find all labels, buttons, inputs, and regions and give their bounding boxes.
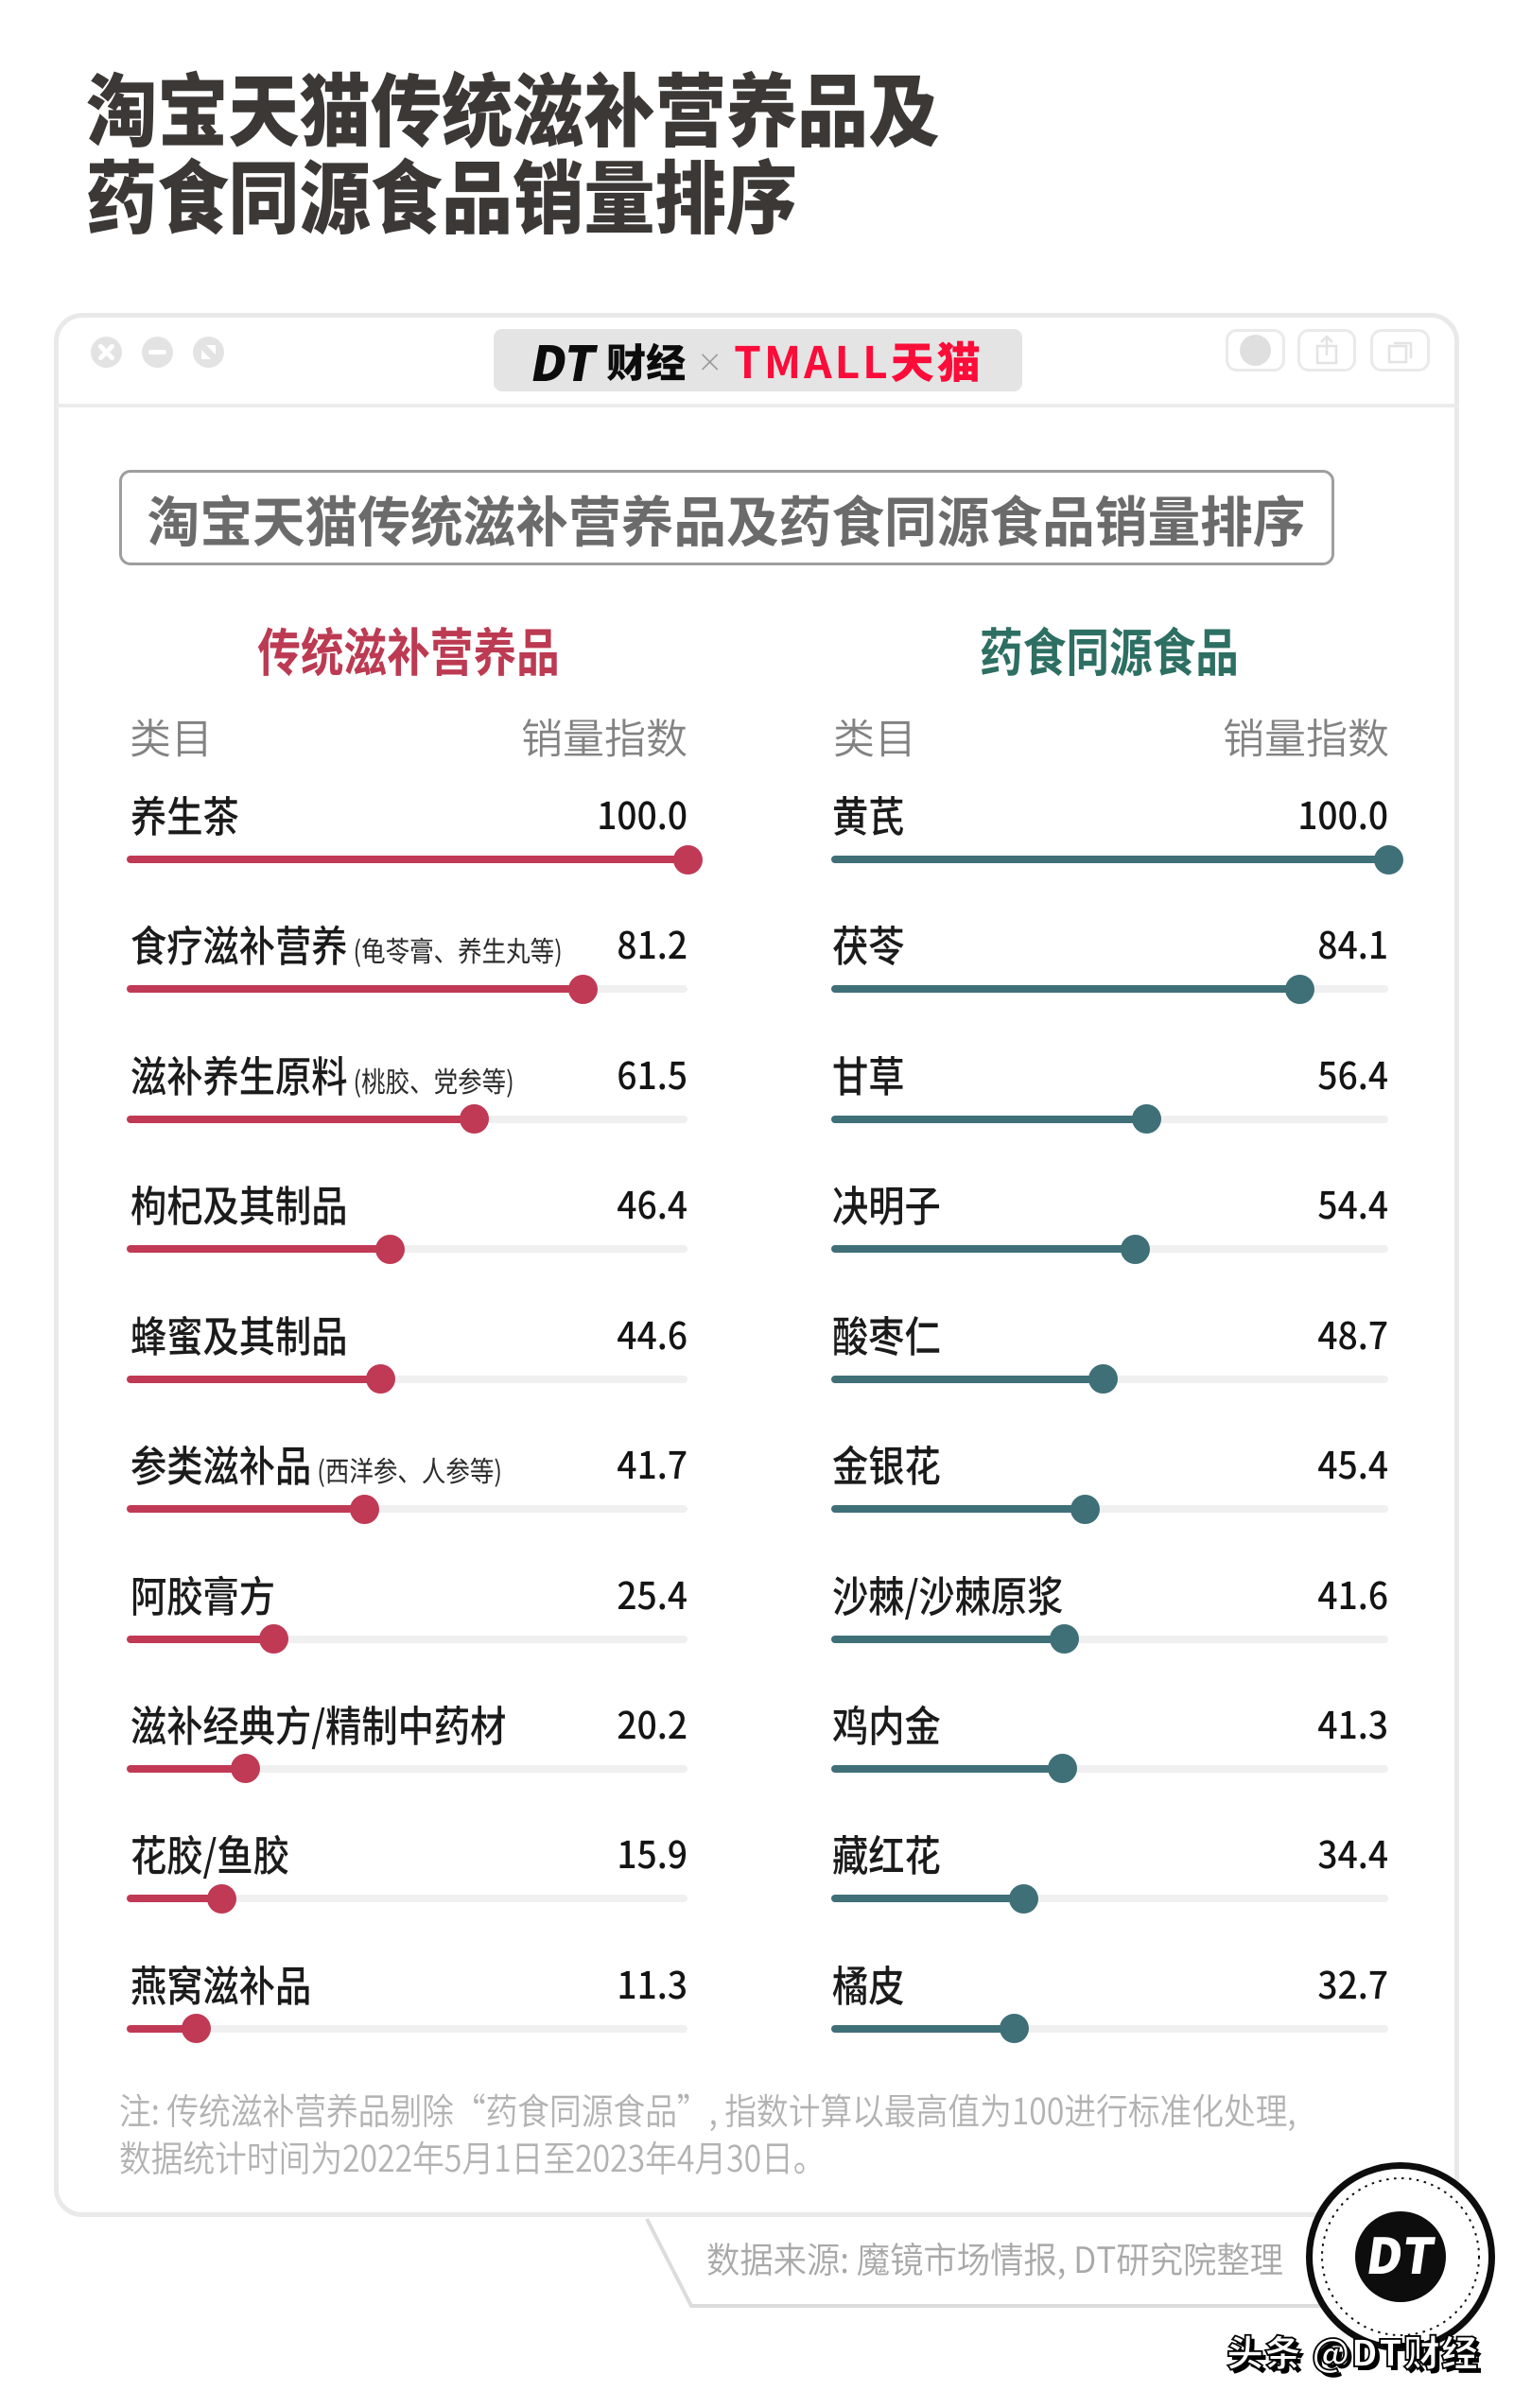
svg-text:DT: DT <box>1363 2217 1440 2289</box>
